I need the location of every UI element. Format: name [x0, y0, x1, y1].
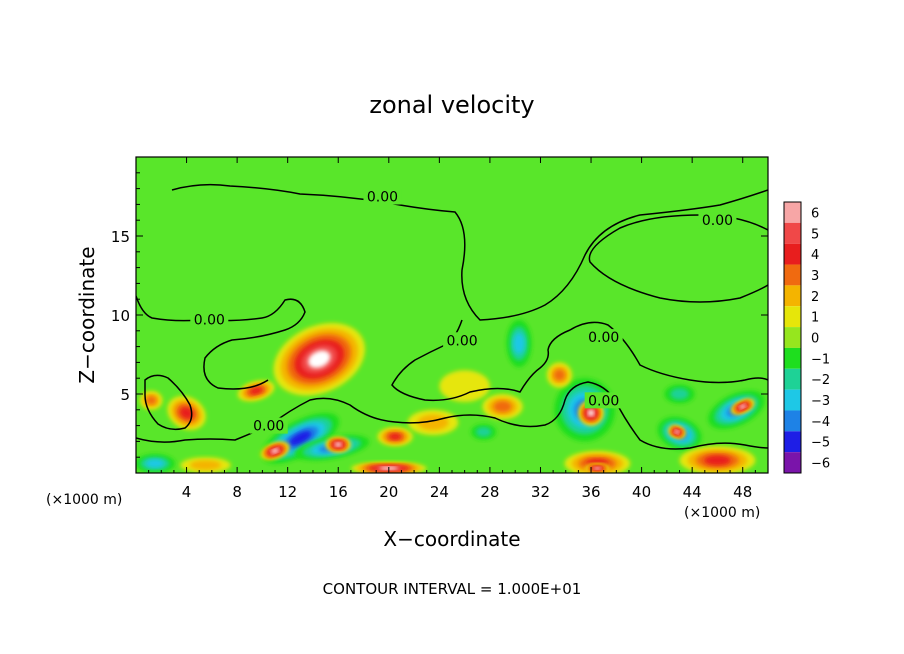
x-tick-label: 8 — [232, 483, 242, 501]
colorbar-label: −6 — [811, 457, 830, 472]
colorbar-label: 4 — [811, 248, 819, 263]
x-unit-left: (×1000 m) — [46, 492, 122, 508]
velocity-region — [730, 398, 755, 415]
colorbar-label: 6 — [811, 206, 819, 221]
velocity-region — [506, 319, 532, 368]
colorbar-label: −4 — [811, 415, 830, 430]
contour-label: 0.00 — [588, 393, 619, 409]
contour-label-bg — [698, 212, 737, 229]
colorbar-swatch — [784, 202, 801, 223]
x-tick-label: 20 — [379, 483, 398, 501]
x-tick-label: 12 — [278, 483, 297, 501]
colorbar-label: 0 — [811, 332, 819, 347]
colorbar-swatch — [784, 368, 801, 390]
colorbar-swatch — [784, 264, 801, 286]
contour-label: 0.00 — [588, 330, 619, 346]
contour-labels: 0.00 0.00 0.00 0.00 0.00 0.00 0.00 — [190, 188, 737, 435]
velocity-region — [167, 395, 206, 430]
x-tick-label: 40 — [632, 483, 651, 501]
x-tick-label: 44 — [683, 483, 702, 501]
plot-area: 0.00 0.00 0.00 0.00 0.00 0.00 0.00 — [135, 156, 769, 474]
velocity-region — [679, 446, 756, 473]
velocity-region — [584, 463, 610, 473]
colorbar-label: −5 — [811, 436, 830, 451]
velocity-region — [482, 394, 523, 420]
x-tick-label: 4 — [182, 483, 192, 501]
colorbar-swatch — [784, 410, 801, 432]
colorbar-swatch — [784, 222, 801, 244]
y-axis: 5 10 15 — [111, 172, 768, 458]
velocity-region — [237, 380, 275, 402]
y-tick-label: 5 — [120, 386, 130, 404]
colorbar-label: 2 — [811, 290, 819, 305]
colorbar-swatch — [784, 327, 801, 348]
zero-contour-upper — [171, 183, 768, 321]
velocity-field — [136, 319, 765, 473]
contour-label: 0.00 — [447, 333, 478, 349]
x-tick-label: 28 — [480, 483, 499, 501]
contour-label-bg — [584, 392, 623, 409]
colorbar-swatch — [784, 243, 801, 265]
colorbar-swatch — [784, 285, 801, 307]
colorbar-label: 1 — [811, 311, 819, 326]
zero-contour-left-blob — [144, 374, 193, 431]
contour-label-bg — [249, 417, 288, 434]
contour-label-bg — [584, 329, 623, 346]
colorbar-frame — [783, 201, 802, 474]
velocity-region — [377, 427, 413, 447]
velocity-region — [180, 457, 231, 473]
zero-contour-mid-left — [136, 295, 306, 390]
contour-label: 0.00 — [367, 190, 398, 206]
velocity-region — [664, 384, 695, 404]
velocity-region — [136, 454, 176, 473]
contour-label: 0.00 — [194, 313, 225, 329]
velocity-region — [668, 425, 686, 439]
y-tick-label: 10 — [111, 307, 130, 325]
velocity-region — [260, 441, 290, 460]
velocity-region — [439, 370, 490, 402]
colorbar-label: 3 — [811, 269, 819, 284]
x-unit-right: (×1000 m) — [684, 505, 760, 521]
zero-contour-mid-right — [391, 319, 768, 402]
colorbar-swatch — [784, 306, 801, 328]
y-tick-label: 15 — [111, 228, 130, 246]
colorbar-swatch — [784, 347, 801, 369]
colorbar-swatch — [784, 431, 801, 453]
velocity-region — [325, 436, 351, 453]
contour-label-bg — [363, 188, 402, 205]
x-tick-label: 48 — [733, 483, 752, 501]
colorbar-swatch — [784, 389, 801, 411]
colorbar-label: −3 — [811, 394, 830, 409]
contour-label: 0.00 — [702, 213, 733, 229]
x-tick-label: 36 — [581, 483, 600, 501]
velocity-region — [273, 322, 366, 396]
chart-title: zonal velocity — [369, 91, 534, 119]
velocity-region — [139, 390, 163, 410]
x-tick-label: 16 — [329, 483, 348, 501]
velocity-region — [470, 424, 497, 440]
x-axis: 4 8 12 16 20 24 28 32 36 40 44 48 — [148, 157, 756, 501]
x-axis-label: X−coordinate — [383, 527, 520, 551]
y-axis-label: Z−coordinate — [75, 246, 99, 383]
x-tick-label: 32 — [531, 483, 550, 501]
colorbar-label: −2 — [811, 373, 830, 388]
colorbar: 6 5 4 3 2 1 0 −1 −2 −3 −4 −5 −6 — [783, 201, 830, 474]
contour-label-bg — [190, 311, 229, 328]
contour-label: 0.00 — [253, 419, 284, 435]
contour-label-bg — [443, 332, 482, 349]
colorbar-swatch — [784, 452, 801, 473]
colorbar-label: −1 — [811, 352, 830, 367]
colorbar-label: 5 — [811, 227, 819, 242]
contour-interval-note: CONTOUR INTERVAL = 1.000E+01 — [323, 580, 582, 598]
x-tick-label: 24 — [430, 483, 449, 501]
velocity-region — [546, 362, 573, 388]
